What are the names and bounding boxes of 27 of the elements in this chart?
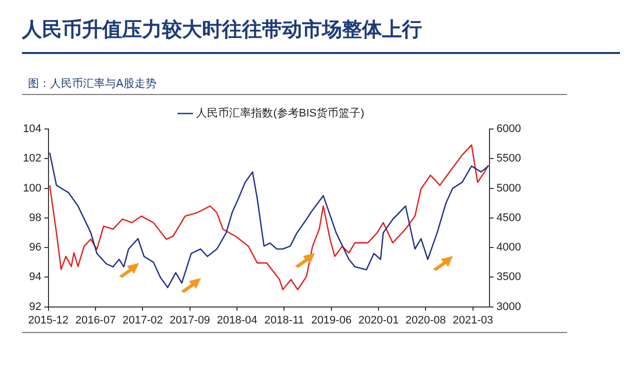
y2-tick-label: 3000 — [496, 300, 522, 313]
y2-tick-label: 4500 — [496, 212, 522, 224]
y-tick-label: 96 — [29, 242, 42, 254]
chart-title: 人民币升值压力较大时往往带动市场整体上行 — [22, 16, 422, 43]
x-tick-label: 2016-07 — [75, 314, 116, 326]
x-tick-label: 2015-12 — [28, 314, 69, 326]
y2-tick-label: 3500 — [496, 271, 522, 284]
x-tick-label: 2019-06 — [311, 314, 352, 326]
x-tick-label: 2021-03 — [452, 314, 494, 326]
x-tick-label: 2017-09 — [170, 314, 210, 326]
chart-subtitle: 图：人民币汇率与A股走势 — [28, 76, 157, 91]
y-tick-label: 98 — [29, 212, 42, 224]
x-tick-label: 2020-08 — [406, 314, 446, 326]
y2-tick-label: 5000 — [496, 182, 522, 194]
y-tick-label: 92 — [29, 300, 42, 313]
legend-label: 人民币汇率指数(参考BIS货币篮子) — [196, 106, 364, 120]
y-tick-label: 94 — [29, 271, 42, 284]
y-tick-label: 100 — [22, 182, 42, 194]
y2-tick-label: 6000 — [496, 123, 522, 136]
x-tick-label: 2017-02 — [122, 314, 163, 326]
x-tick-label: 2020-01 — [358, 314, 399, 326]
y2-tick-label: 5500 — [496, 152, 522, 165]
y-tick-label: 104 — [22, 123, 42, 136]
y2-tick-label: 4000 — [496, 242, 522, 254]
y-tick-label: 102 — [22, 152, 42, 165]
x-tick-label: 2018-11 — [264, 314, 304, 326]
x-tick-label: 2018-04 — [216, 314, 258, 326]
